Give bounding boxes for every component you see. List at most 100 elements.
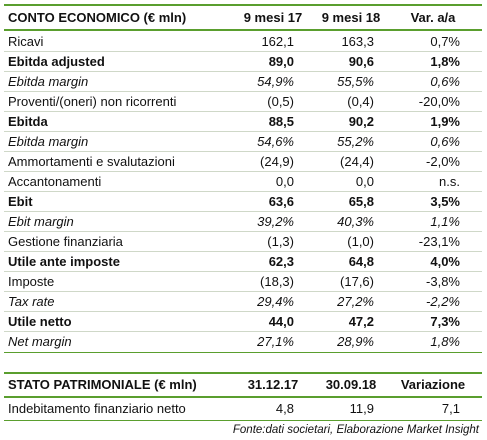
value-cell: 62,3 bbox=[268, 254, 294, 269]
table-row: Net margin 27,1% 28,9% 1,8% bbox=[4, 332, 482, 352]
table-row: Imposte (18,3) (17,6) -3,8% bbox=[4, 272, 482, 292]
value-cell: n.s. bbox=[439, 174, 460, 189]
value-cell: 65,8 bbox=[348, 194, 374, 209]
value-cell: -20,0% bbox=[418, 94, 460, 109]
value-cell: 64,8 bbox=[348, 254, 374, 269]
value-cell: 39,2% bbox=[257, 214, 294, 229]
rule bbox=[4, 352, 482, 353]
value-cell: Variazione bbox=[400, 377, 466, 392]
table-row: Accantonamenti 0,0 0,0 n.s. bbox=[4, 172, 482, 192]
table-row: Ricavi 162,1 163,3 0,7% bbox=[4, 32, 482, 52]
value-cell: 0,6% bbox=[430, 74, 460, 89]
label-cell: Ebitda margin bbox=[8, 74, 89, 89]
value-cell: 9 mesi 17 bbox=[243, 10, 303, 25]
table-row: Utile ante imposte 62,3 64,8 4,0% bbox=[4, 252, 482, 272]
rule bbox=[4, 372, 482, 374]
value-cell: 9 mesi 18 bbox=[321, 10, 381, 25]
value-cell: 162,1 bbox=[261, 34, 294, 49]
rule bbox=[4, 4, 482, 6]
table-row: Proventi/(oneri) non ricorrenti (0,5) (0,4… bbox=[4, 92, 482, 112]
value-cell: -2,0% bbox=[426, 154, 460, 169]
label-cell: Ebitda margin bbox=[8, 134, 89, 149]
value-cell: (17,6) bbox=[340, 274, 374, 289]
row-separator bbox=[4, 171, 482, 172]
value-cell: 27,2% bbox=[337, 294, 374, 309]
table-row: Ebit margin 39,2% 40,3% 1,1% bbox=[4, 212, 482, 232]
value-cell: 54,6% bbox=[257, 134, 294, 149]
value-cell: (0,5) bbox=[267, 94, 294, 109]
label-cell: Accantonamenti bbox=[8, 174, 102, 189]
value-cell: 28,9% bbox=[337, 334, 374, 349]
value-cell: 29,4% bbox=[257, 294, 294, 309]
label-cell: STATO PATRIMONIALE (€ mln) bbox=[8, 377, 197, 392]
row-separator bbox=[4, 231, 482, 232]
value-cell: 1,8% bbox=[430, 334, 460, 349]
label-cell: Ricavi bbox=[8, 34, 44, 49]
label-cell: Ebit bbox=[8, 194, 33, 209]
row-separator bbox=[4, 251, 482, 252]
label-cell: Utile ante imposte bbox=[8, 254, 120, 269]
value-cell: 0,0 bbox=[355, 174, 374, 189]
value-cell: 63,6 bbox=[268, 194, 294, 209]
value-cell: 4,8 bbox=[275, 401, 294, 416]
value-cell: 55,2% bbox=[337, 134, 374, 149]
value-cell: 55,5% bbox=[337, 74, 374, 89]
value-cell: 163,3 bbox=[341, 34, 374, 49]
row-separator bbox=[4, 71, 482, 72]
value-cell: 47,2 bbox=[348, 314, 374, 329]
label-cell: Imposte bbox=[8, 274, 55, 289]
header-row: STATO PATRIMONIALE (€ mln) 31.12.17 30.09.… bbox=[4, 375, 482, 395]
table-row: Ammortamenti e svalutazioni (24,9) (24,4) -… bbox=[4, 152, 482, 172]
table-row: Indebitamento finanziario netto 4,8 11,9 7,… bbox=[4, 399, 482, 419]
value-cell: -2,2% bbox=[426, 294, 460, 309]
table-row: Gestione finanziaria (1,3) (1,0) -23,1% bbox=[4, 232, 482, 252]
row-separator bbox=[4, 91, 482, 92]
value-cell: 7,3% bbox=[430, 314, 460, 329]
row-separator bbox=[4, 111, 482, 112]
row-separator bbox=[4, 291, 482, 292]
value-cell: 1,9% bbox=[430, 114, 460, 129]
header-row: CONTO ECONOMICO (€ mln) 9 mesi 17 9 mesi 1… bbox=[4, 8, 482, 28]
value-cell: (1,0) bbox=[347, 234, 374, 249]
value-cell: 0,7% bbox=[430, 34, 460, 49]
value-cell: 90,2 bbox=[348, 114, 374, 129]
label-cell: Ebitda adjusted bbox=[8, 54, 105, 69]
label-cell: Ebit margin bbox=[8, 214, 74, 229]
value-cell: 1,8% bbox=[430, 54, 460, 69]
label-cell: Proventi/(oneri) non ricorrenti bbox=[8, 94, 177, 109]
value-cell: 7,1 bbox=[441, 401, 460, 416]
value-cell: -23,1% bbox=[418, 234, 460, 249]
table-row: Ebitda adjusted 89,0 90,6 1,8% bbox=[4, 52, 482, 72]
row-separator bbox=[4, 51, 482, 52]
value-cell: 4,0% bbox=[430, 254, 460, 269]
value-cell: (18,3) bbox=[260, 274, 294, 289]
label-cell: Tax rate bbox=[8, 294, 55, 309]
label-cell: CONTO ECONOMICO (€ mln) bbox=[8, 10, 187, 25]
value-cell: 31.12.17 bbox=[247, 377, 299, 392]
label-cell: Ammortamenti e svalutazioni bbox=[8, 154, 175, 169]
value-cell: (24,4) bbox=[340, 154, 374, 169]
value-cell: Var. a/a bbox=[410, 10, 456, 25]
value-cell: 88,5 bbox=[268, 114, 294, 129]
footnote: Fonte:dati societari, Elaborazione Marke… bbox=[232, 424, 479, 436]
table-row: Utile netto 44,0 47,2 7,3% bbox=[4, 312, 482, 332]
value-cell: -3,8% bbox=[426, 274, 460, 289]
row-separator bbox=[4, 151, 482, 152]
table-row: Ebitda margin 54,9% 55,5% 0,6% bbox=[4, 72, 482, 92]
label-cell: Gestione finanziaria bbox=[8, 234, 123, 249]
value-cell: 40,3% bbox=[337, 214, 374, 229]
label-cell: Net margin bbox=[8, 334, 72, 349]
row-separator bbox=[4, 331, 482, 332]
value-cell: 0,6% bbox=[430, 134, 460, 149]
row-separator bbox=[4, 211, 482, 212]
value-cell: 3,5% bbox=[430, 194, 460, 209]
rule bbox=[4, 396, 482, 398]
value-cell: 30.09.18 bbox=[325, 377, 377, 392]
row-separator bbox=[4, 311, 482, 312]
row-separator bbox=[4, 131, 482, 132]
value-cell: 27,1% bbox=[257, 334, 294, 349]
row-separator bbox=[4, 271, 482, 272]
value-cell: 11,9 bbox=[349, 401, 374, 416]
rule bbox=[4, 420, 482, 421]
